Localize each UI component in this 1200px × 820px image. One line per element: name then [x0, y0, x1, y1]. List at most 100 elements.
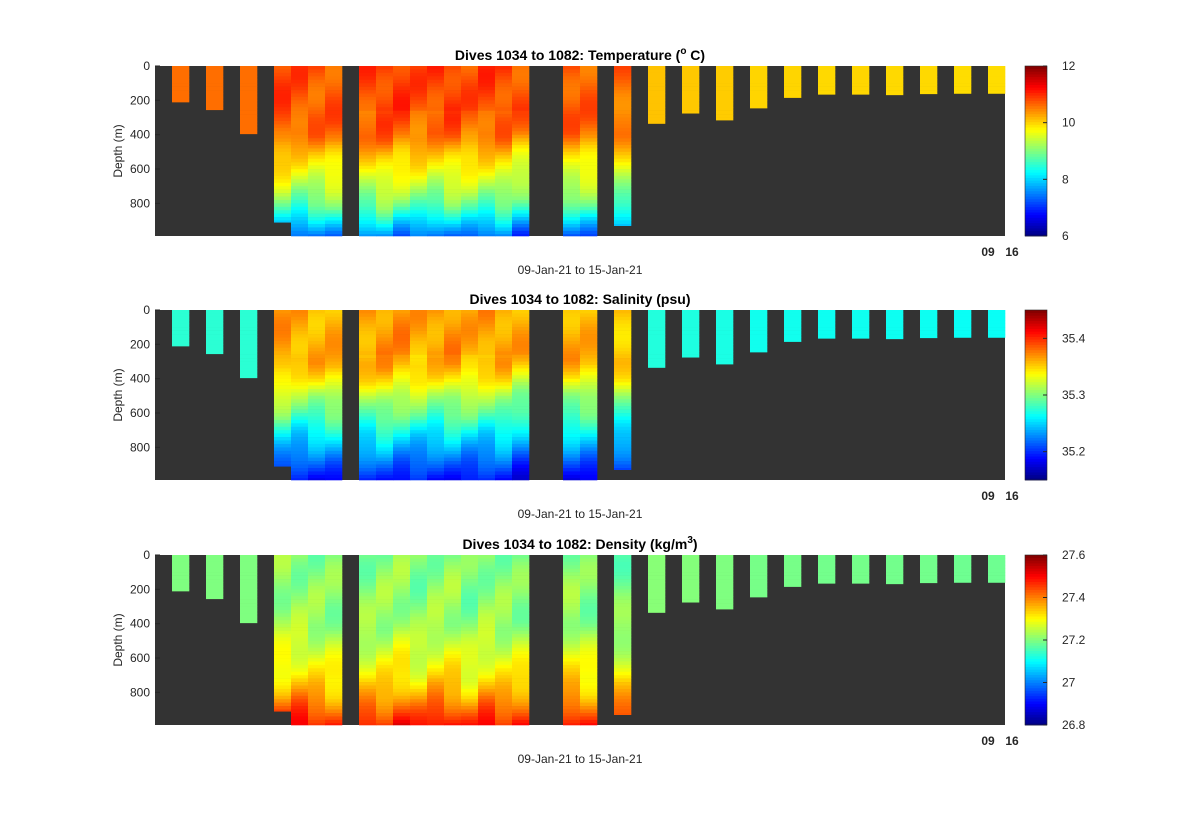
- cell-slot18-depth20: [461, 558, 479, 563]
- cell-slot13-depth940: [376, 471, 394, 476]
- cell-slot37-depth20: [784, 558, 802, 563]
- cell-slot7-depth780: [274, 443, 292, 448]
- cell-slot13-depth160: [376, 582, 394, 587]
- cell-slot24-depth880: [563, 706, 581, 710]
- cell-slot8-depth980: [291, 723, 309, 726]
- cell-slot8-depth320: [291, 120, 309, 125]
- cell-slot12-depth460: [359, 633, 377, 638]
- cell-slot24-depth640: [563, 419, 581, 424]
- cell-slot27-depth140: [614, 579, 632, 583]
- cell-slot39-depth140: [818, 579, 836, 583]
- cell-slot3-depth180: [206, 585, 224, 590]
- cell-slot15-depth260: [410, 110, 428, 115]
- colorbar-segment: [1025, 618, 1047, 622]
- cell-slot18-depth960: [461, 230, 479, 235]
- cell-slot37-depth40: [784, 316, 802, 321]
- cell-slot8-depth0: [291, 66, 309, 70]
- cell-slot29-depth60: [648, 565, 666, 570]
- cell-slot20-depth660: [495, 179, 513, 184]
- cell-slot17-depth460: [444, 633, 462, 638]
- cell-slot15-depth620: [410, 416, 428, 421]
- cell-slot47-depth100: [954, 327, 972, 331]
- cell-slot12-depth460: [359, 388, 377, 393]
- cell-slot24-depth620: [563, 661, 581, 666]
- cell-slot10-depth740: [325, 682, 343, 686]
- cell-slot8-depth100: [291, 83, 309, 87]
- cell-slot20-depth840: [495, 454, 513, 458]
- cell-slot9-depth100: [308, 572, 326, 576]
- cell-slot9-depth200: [308, 589, 326, 594]
- cell-slot49-depth60: [988, 565, 1006, 570]
- cell-slot16-depth480: [427, 392, 445, 397]
- cell-slot24-depth200: [563, 589, 581, 594]
- cell-slot20-depth740: [495, 682, 513, 686]
- cell-slot10-depth680: [325, 671, 343, 676]
- cell-slot25-depth920: [580, 223, 598, 228]
- cell-slot24-depth580: [563, 165, 581, 170]
- cell-slot14-depth520: [393, 399, 411, 404]
- cell-slot33-depth260: [716, 599, 734, 604]
- cell-slot19-depth860: [478, 213, 496, 218]
- cell-slot20-depth80: [495, 323, 513, 328]
- cell-slot21-depth540: [512, 402, 530, 407]
- cell-slot25-depth480: [580, 148, 598, 153]
- cell-slot10-depth580: [325, 409, 343, 414]
- cell-slot25-depth520: [580, 644, 598, 649]
- cell-slot18-depth600: [461, 169, 479, 173]
- cell-slot15-depth920: [410, 467, 428, 472]
- cell-slot25-depth680: [580, 182, 598, 187]
- cell-slot8-depth420: [291, 627, 309, 631]
- cell-slot17-depth440: [444, 141, 462, 146]
- cell-slot9-depth240: [308, 596, 326, 600]
- cell-slot25-depth600: [580, 658, 598, 662]
- cell-slot14-depth360: [393, 127, 411, 132]
- cell-slot16-depth540: [427, 647, 445, 652]
- cell-slot14-depth300: [393, 606, 411, 611]
- cell-slot13-depth220: [376, 103, 394, 108]
- cell-slot14-depth620: [393, 416, 411, 421]
- cell-slot7-depth520: [274, 155, 292, 160]
- y-tick-label: 200: [130, 337, 150, 351]
- cell-slot14-depth880: [393, 461, 411, 465]
- cell-slot20-depth140: [495, 90, 513, 94]
- cell-slot9-depth20: [308, 69, 326, 74]
- cell-slot13-depth380: [376, 375, 394, 379]
- cell-slot20-depth40: [495, 561, 513, 566]
- cell-slot15-depth400: [410, 378, 428, 383]
- cell-slot3-depth220: [206, 103, 224, 108]
- cell-slot15-depth360: [410, 616, 428, 621]
- cell-slot7-depth40: [274, 72, 292, 77]
- cell-slot29-depth140: [648, 334, 666, 338]
- cell-slot31-depth120: [682, 575, 700, 580]
- cell-slot33-depth260: [716, 354, 734, 359]
- cell-slot10-depth200: [325, 100, 343, 105]
- cell-slot8-depth920: [291, 223, 309, 228]
- cell-slot31-depth20: [682, 313, 700, 318]
- cell-slot27-depth20: [614, 558, 632, 563]
- cell-slot18-depth600: [461, 413, 479, 417]
- cell-slot24-depth220: [563, 103, 581, 108]
- colorbar-segment: [1025, 711, 1047, 715]
- cell-slot17-depth440: [444, 630, 462, 635]
- cell-slot14-depth740: [393, 193, 411, 197]
- cell-slot20-depth440: [495, 141, 513, 146]
- cell-slot21-depth280: [512, 114, 530, 118]
- cell-slot27-depth200: [614, 344, 632, 349]
- cell-slot18-depth600: [461, 658, 479, 662]
- cell-slot45-depth140: [920, 90, 938, 94]
- cell-slot15-depth980: [410, 234, 428, 237]
- cell-slot19-depth100: [478, 572, 496, 576]
- cell-slot16-depth400: [427, 134, 445, 139]
- cell-slot18-depth420: [461, 627, 479, 631]
- cell-slot24-depth120: [563, 330, 581, 335]
- cell-slot27-depth380: [614, 131, 632, 135]
- cell-slot19-depth380: [478, 131, 496, 135]
- cell-slot17-depth680: [444, 426, 462, 431]
- cell-slot18-depth60: [461, 76, 479, 81]
- cell-slot17-depth380: [444, 375, 462, 379]
- cell-slot24-depth640: [563, 175, 581, 180]
- cell-slot25-depth640: [580, 175, 598, 180]
- cell-slot47-depth20: [954, 313, 972, 318]
- y-axis-label: Depth (m): [111, 124, 125, 177]
- colorbar-segment: [1025, 95, 1047, 99]
